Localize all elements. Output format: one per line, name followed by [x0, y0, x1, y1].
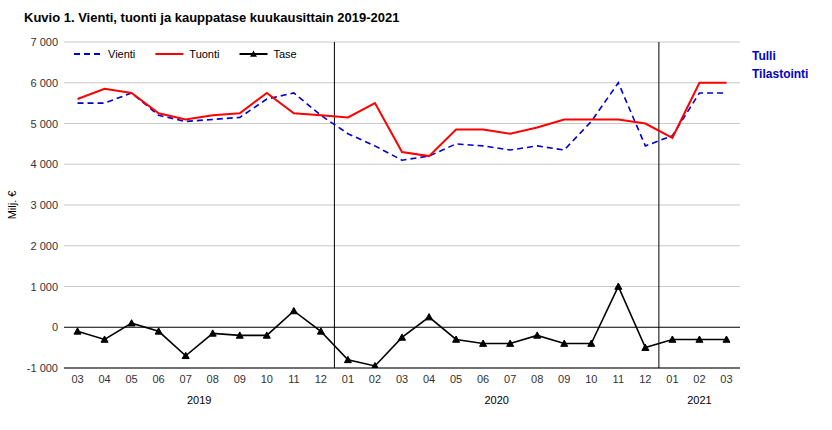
marker — [669, 336, 676, 342]
chart: Kuvio 1. Vienti, tuonti ja kauppatase ku… — [0, 0, 832, 430]
x-tick-label: 12 — [315, 373, 327, 385]
marker — [155, 328, 162, 334]
x-tick-label: 03 — [396, 373, 408, 385]
x-tick-label: 05 — [125, 373, 137, 385]
y-tick-label: 1 000 — [30, 281, 58, 293]
marker — [534, 332, 541, 338]
marker — [696, 336, 703, 342]
series-line — [78, 83, 727, 156]
legend-marker — [250, 51, 257, 57]
series-line — [78, 83, 727, 160]
year-label: 2021 — [687, 394, 711, 406]
legend-label: Tase — [274, 48, 297, 60]
marker — [371, 362, 378, 368]
year-divider — [658, 42, 659, 368]
watermark: Tilastointi — [752, 67, 808, 81]
year-label: 2019 — [187, 394, 211, 406]
marker — [182, 352, 189, 358]
x-tick-label: 02 — [693, 373, 705, 385]
grid-line — [64, 205, 740, 206]
x-tick-label: 06 — [153, 373, 165, 385]
grid-line — [64, 164, 740, 165]
watermark: Tulli — [752, 49, 776, 63]
y-tick-label: 6 000 — [30, 77, 58, 89]
zero-line — [64, 327, 740, 328]
grid-line — [64, 82, 740, 83]
y-tick-label: 5 000 — [30, 118, 58, 130]
marker — [615, 283, 622, 289]
y-tick-label: -1 000 — [27, 362, 58, 374]
marker — [399, 334, 406, 340]
grid-line — [64, 245, 740, 246]
y-axis-label: Milj. € — [6, 191, 18, 220]
legend-label: Tuonti — [189, 48, 219, 60]
x-tick-label: 03 — [720, 373, 732, 385]
legend-swatch — [155, 53, 183, 55]
x-tick-label: 11 — [613, 373, 624, 385]
y-tick-label: 7 000 — [30, 36, 58, 48]
marker — [723, 336, 730, 342]
x-tick-label: 07 — [504, 373, 516, 385]
marker — [480, 340, 487, 346]
x-tick-label: 11 — [288, 373, 299, 385]
marker — [317, 328, 324, 334]
x-tick-label: 02 — [369, 373, 381, 385]
grid-line — [64, 42, 740, 43]
marker — [128, 320, 135, 326]
x-tick-label: 08 — [531, 373, 543, 385]
x-tick-label: 10 — [261, 373, 273, 385]
x-tick-label: 12 — [639, 373, 651, 385]
y-tick-label: 4 000 — [30, 158, 58, 170]
y-tick-label: 0 — [52, 321, 58, 333]
x-tick-label: 06 — [477, 373, 489, 385]
plot-area — [74, 83, 730, 368]
x-tick-label: 04 — [98, 373, 110, 385]
marker — [426, 314, 433, 320]
grid-line — [64, 286, 740, 287]
y-tick-label: 2 000 — [30, 240, 58, 252]
marker — [74, 328, 81, 334]
marker — [642, 344, 649, 350]
series-line — [78, 287, 727, 366]
marker — [507, 340, 514, 346]
x-tick-label: 09 — [558, 373, 570, 385]
marker — [209, 330, 216, 336]
year-divider — [334, 42, 335, 368]
x-tick-label: 03 — [71, 373, 83, 385]
y-tick-label: 3 000 — [30, 199, 58, 211]
x-tick-label: 01 — [342, 373, 354, 385]
x-tick-label: 05 — [450, 373, 462, 385]
marker — [290, 307, 297, 313]
legend-swatch — [74, 53, 102, 55]
x-tick-label: 10 — [585, 373, 597, 385]
title: Kuvio 1. Vienti, tuonti ja kauppatase ku… — [24, 10, 399, 25]
grid — [64, 42, 740, 368]
marker — [101, 336, 108, 342]
x-tick-label: 08 — [207, 373, 219, 385]
marker — [344, 356, 351, 362]
year-label: 2020 — [484, 394, 508, 406]
marker — [588, 340, 595, 346]
x-axis-line — [64, 368, 740, 369]
marker — [561, 340, 568, 346]
x-tick-label: 07 — [180, 373, 192, 385]
marker — [453, 336, 460, 342]
legend: Vienti Tuonti Tase — [74, 48, 297, 60]
x-tick-label: 01 — [666, 373, 678, 385]
legend-label: Vienti — [108, 48, 135, 60]
grid-line — [64, 368, 740, 369]
marker — [263, 332, 270, 338]
x-tick-label: 09 — [234, 373, 246, 385]
x-tick-label: 04 — [423, 373, 435, 385]
marker — [236, 332, 243, 338]
